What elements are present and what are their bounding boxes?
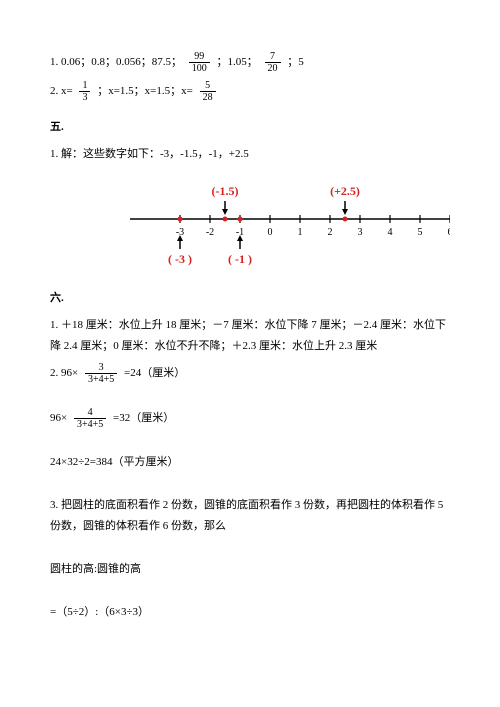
text: =24（厘米）	[124, 367, 185, 379]
fraction: 99 100	[189, 51, 210, 74]
sec6-line3: 96× 4 3+4+5 =32（厘米）	[50, 407, 450, 430]
ans-2-line: 2. x= 1 3 ；x=1.5；x=1.5；x= 5 28	[50, 80, 450, 103]
svg-text:6: 6	[448, 227, 451, 238]
fraction: 1 3	[79, 80, 90, 103]
svg-text:( -1 ): ( -1 )	[228, 252, 252, 266]
sec6-line6: 圆柱的高:圆锥的高	[50, 559, 450, 580]
section-5-header: 五.	[50, 117, 450, 138]
svg-text:-2: -2	[206, 227, 214, 238]
fraction: 4 3+4+5	[74, 407, 106, 430]
sec5-line1: 1. 解：这些数字如下：-3，-1.5，-1，+2.5	[50, 144, 450, 165]
ans-1-line: 1. 0.06；0.8；0.056；87.5； 99 100 ；1.05； 7 …	[50, 51, 450, 74]
sec6-line1: 1. ＋18 厘米：水位上升 18 厘米；－7 厘米：水位下降 7 厘米；－2.…	[50, 315, 450, 357]
text: ；x=1.5；x=1.5；x=	[97, 85, 193, 97]
fraction: 3 3+4+5	[85, 362, 117, 385]
svg-text:(+2.5): (+2.5)	[330, 184, 360, 198]
sec6-line2: 2. 96× 3 3+4+5 =24（厘米）	[50, 362, 450, 385]
fraction: 7 20	[265, 51, 281, 74]
text: 2. x=	[50, 85, 73, 97]
svg-text:4: 4	[388, 227, 393, 238]
svg-text:2: 2	[328, 227, 333, 238]
svg-text:(-1.5): (-1.5)	[212, 184, 239, 198]
number-line-diagram: -3-2-10123456(-1.5)(+2.5)( -3 )( -1 )	[50, 179, 450, 274]
sec6-line5: 3. 把圆柱的底面积看作 2 份数，圆锥的底面积看作 3 份数，再把圆柱的体积看…	[50, 495, 450, 537]
text: ；1.05；	[217, 56, 258, 68]
svg-text:5: 5	[418, 227, 423, 238]
svg-text:0: 0	[268, 227, 273, 238]
text: ；5	[287, 56, 304, 68]
text: 2. 96×	[50, 367, 78, 379]
fraction: 5 28	[200, 80, 216, 103]
svg-text:3: 3	[358, 227, 363, 238]
text: =32（厘米）	[113, 412, 174, 424]
text: 96×	[50, 412, 67, 424]
sec6-line7: =（5÷2）:（6×3÷3）	[50, 602, 450, 623]
sec6-line4: 24×32÷2=384（平方厘米）	[50, 452, 450, 473]
svg-text:1: 1	[298, 227, 303, 238]
section-6-header: 六.	[50, 288, 450, 309]
text: 1. 0.06；0.8；0.056；87.5；	[50, 56, 182, 68]
svg-text:( -3 ): ( -3 )	[168, 252, 192, 266]
